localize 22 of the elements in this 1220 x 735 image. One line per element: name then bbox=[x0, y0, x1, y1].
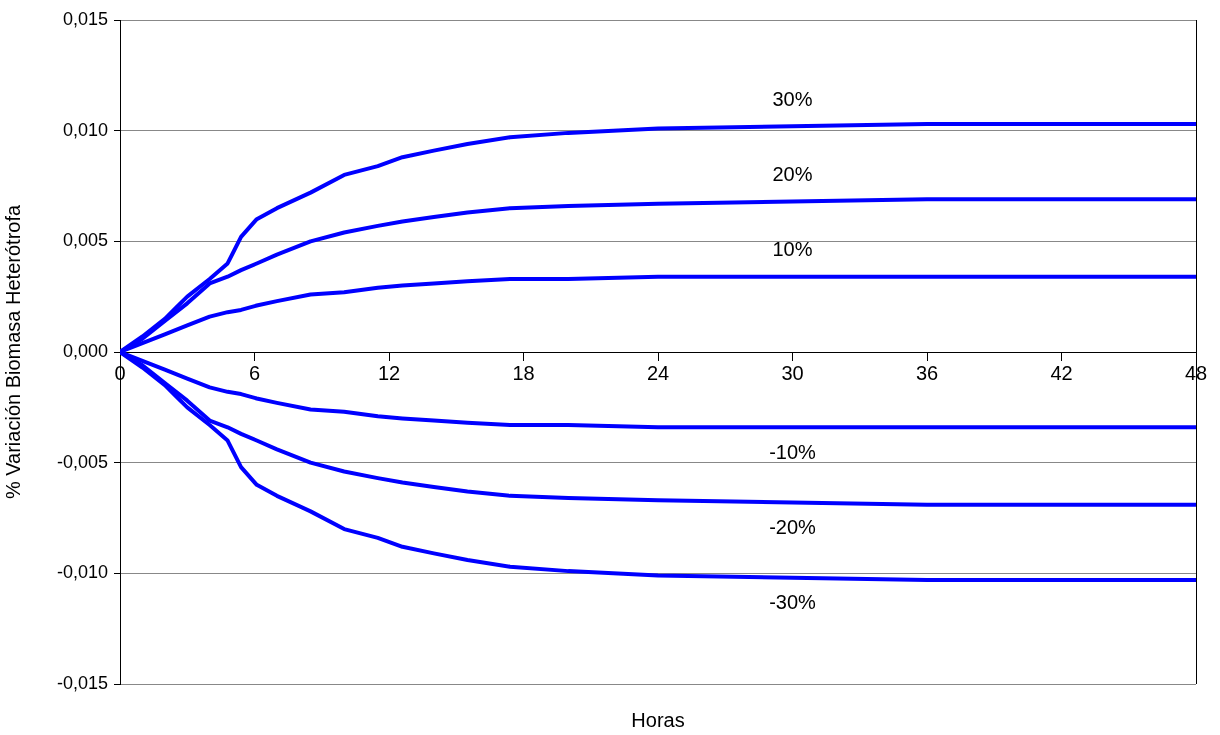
y-tick-label: -0,005 bbox=[56, 451, 108, 472]
x-tick-label: 24 bbox=[646, 361, 670, 384]
x-tick-label: 12 bbox=[377, 361, 401, 384]
series-label: 20% bbox=[772, 163, 813, 186]
series-label: -10% bbox=[769, 440, 817, 463]
x-tick-label: 18 bbox=[512, 361, 535, 384]
x-tick-label: 42 bbox=[1050, 361, 1073, 384]
y-tick-label: 0,010 bbox=[62, 119, 108, 140]
series-label: 10% bbox=[772, 238, 813, 261]
series-label: -20% bbox=[769, 516, 817, 539]
y-axis-title: % Variación Biomasa Heterótrofa bbox=[1, 204, 24, 500]
y-tick-label: 0,015 bbox=[62, 8, 108, 29]
series-label: 30% bbox=[772, 87, 813, 110]
x-tick-label: 30 bbox=[781, 361, 804, 384]
y-tick-label: 0,000 bbox=[62, 340, 108, 361]
y-tick-label: -0,010 bbox=[56, 562, 108, 583]
x-tick-label: 6 bbox=[248, 361, 261, 384]
series-label: -30% bbox=[769, 591, 817, 614]
x-tick-label: 36 bbox=[915, 361, 939, 384]
x-axis-title: Horas bbox=[631, 708, 685, 731]
y-tick-label: -0,015 bbox=[56, 672, 108, 693]
y-tick-label: 0,005 bbox=[62, 230, 108, 251]
